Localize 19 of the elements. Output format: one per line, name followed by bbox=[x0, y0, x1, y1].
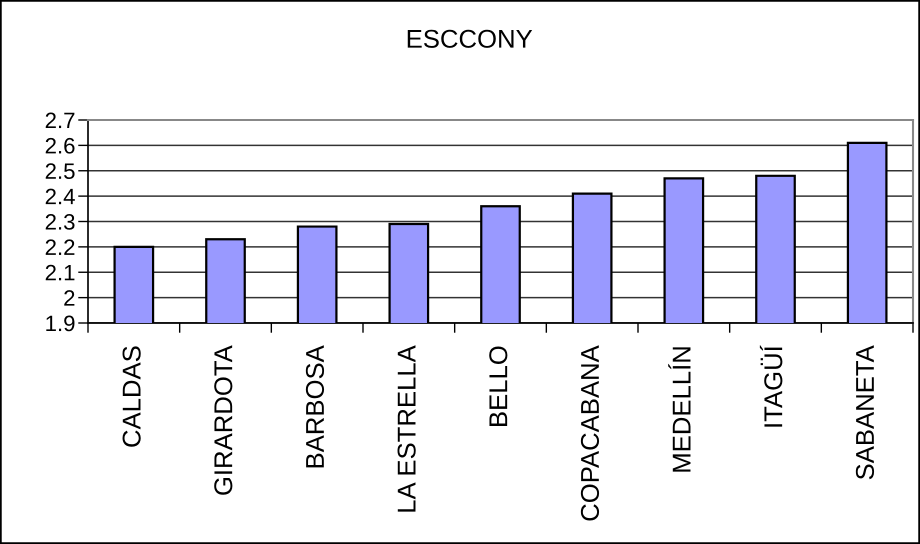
y-tick-label: 2 bbox=[64, 290, 74, 306]
y-tick-label: 2.2 bbox=[46, 239, 74, 255]
x-tick-label: SABANETA bbox=[856, 345, 874, 480]
x-tick-label: BARBOSA bbox=[306, 345, 324, 468]
x-tick-label: COPACABANA bbox=[580, 345, 600, 521]
y-tick-label: 1.9 bbox=[46, 316, 74, 332]
x-tick-label: BELLO bbox=[489, 346, 508, 426]
x-tick-label: MEDELLÍN bbox=[668, 347, 690, 472]
y-tick-label: 2.1 bbox=[46, 264, 74, 280]
y-tick-label: 2.7 bbox=[46, 112, 74, 128]
y-tick-label: 2.6 bbox=[46, 138, 75, 154]
x-tick-label: GIRARDOTA bbox=[214, 345, 232, 495]
y-tick-label: 2.5 bbox=[46, 163, 75, 180]
x-tick-label: LA ESTRELLA bbox=[398, 345, 416, 512]
x-tick-label: CALDAS bbox=[122, 346, 141, 447]
chart-title: ESCCONY bbox=[408, 30, 532, 48]
y-tick-label: 2.4 bbox=[46, 188, 75, 204]
y-tick-label: 2.3 bbox=[46, 214, 75, 230]
x-tick-label: ITAGÜÍ bbox=[760, 345, 782, 427]
